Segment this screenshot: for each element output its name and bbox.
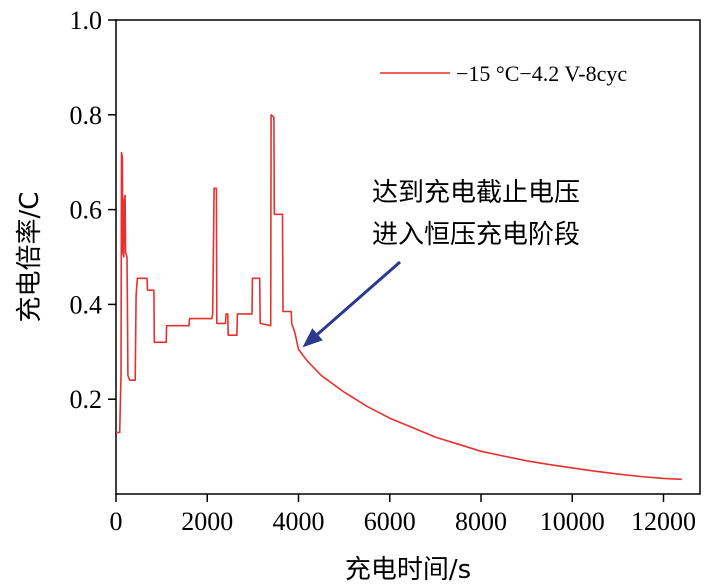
y-axis-title: 充电倍率/C <box>15 192 45 323</box>
y-tick-label: 0.4 <box>70 290 103 319</box>
y-tick-label: 0.8 <box>70 101 103 130</box>
legend-label: −15 °C−4.2 V-8cyc <box>456 61 627 86</box>
annotation-arrow-shaft <box>316 260 401 336</box>
annotation-line-1: 达到充电截止电压 <box>372 178 580 208</box>
annotation: 达到充电截止电压 进入恒压充电阶段 <box>302 178 580 348</box>
annotation-arrow-head <box>302 328 323 348</box>
plot-area <box>115 19 701 495</box>
y-tick-label: 1.0 <box>70 6 103 35</box>
annotation-line-2: 进入恒压充电阶段 <box>372 220 580 250</box>
plot-frame <box>115 19 701 495</box>
x-tick-label: 10000 <box>540 507 605 536</box>
y-axis-ticks: 0.2 0.4 0.6 0.8 1.0 <box>70 6 116 414</box>
x-axis-ticks: 0 2000 4000 6000 8000 10000 12000 <box>110 494 696 536</box>
x-tick-label: 6000 <box>364 507 416 536</box>
x-tick-label: 2000 <box>181 507 233 536</box>
y-tick-label: 0.6 <box>70 196 103 225</box>
x-tick-label: 8000 <box>455 507 507 536</box>
legend: −15 °C−4.2 V-8cyc <box>380 61 627 86</box>
series-line <box>116 114 682 481</box>
y-tick-label: 0.2 <box>70 385 103 414</box>
x-tick-label: 4000 <box>273 507 325 536</box>
x-tick-label: 0 <box>110 507 123 536</box>
x-axis-title: 充电时间/s <box>345 555 471 585</box>
x-tick-label: 12000 <box>631 507 696 536</box>
series-layer <box>116 114 682 481</box>
